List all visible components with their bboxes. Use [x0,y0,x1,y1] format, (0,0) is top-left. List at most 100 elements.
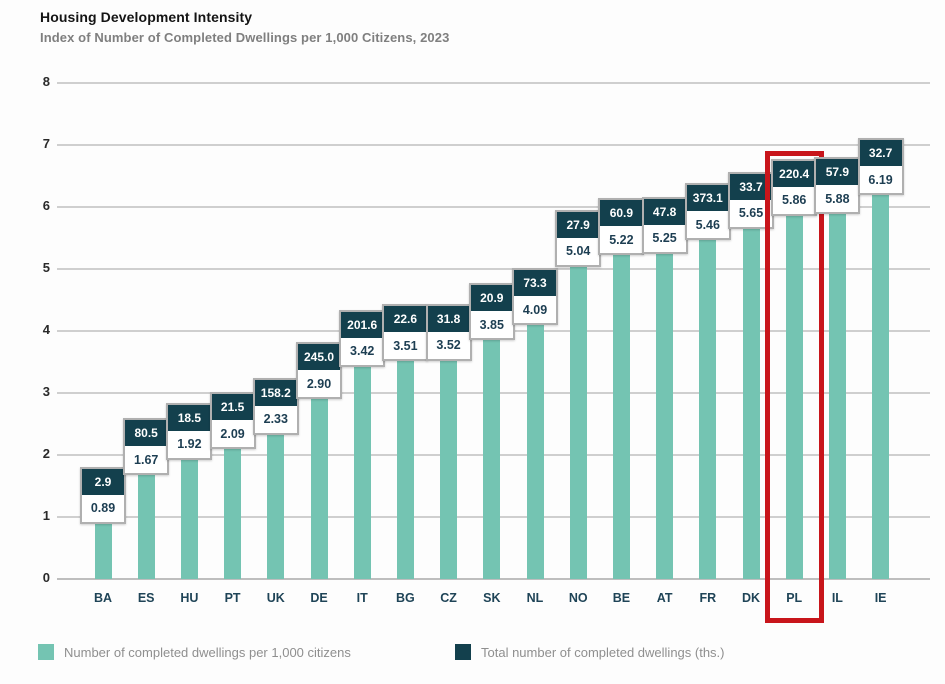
x-tick-label: BA [93,591,113,605]
total-dwellings-label: 18.5 [168,404,211,431]
y-tick-label: 3 [42,384,50,399]
bar-label-card: 245.0 2.90 [296,342,342,400]
per-1000-value-label: 5.88 [816,185,859,213]
x-tick-label: BE [612,591,631,605]
per-1000-value-label: 1.67 [125,446,168,474]
bar [569,266,587,579]
bar-label-card: 158.2 2.33 [252,377,299,435]
bar [180,459,198,579]
x-tick-label: PL [786,591,803,605]
legend: Number of completed dwellings per 1,000 … [0,644,945,670]
per-1000-value-label: 3.42 [341,337,384,365]
bar-label-card: 220.4 5.86 [771,158,818,216]
y-tick-label: 8 [42,74,50,89]
bar [440,360,458,579]
bar-label-card: 201.6 3.42 [339,309,386,367]
bar-label-card: 2.9 0.89 [80,466,126,524]
x-tick-label: IE [874,591,887,605]
bar [224,449,242,579]
legend-item-total-dwellings: Total number of completed dwellings (ths… [455,644,725,660]
x-tick-label: PT [224,591,241,605]
total-dwellings-label: 47.8 [643,198,686,225]
per-1000-value-label: 3.52 [427,331,470,359]
total-dwellings-label: 32.7 [859,140,902,167]
per-1000-value-label: 1.92 [168,430,211,458]
x-tick-label: DK [741,591,761,605]
total-dwellings-label: 201.6 [341,311,384,338]
total-dwellings-label: 73.3 [514,270,556,297]
bar-label-card: 57.9 5.88 [814,157,861,215]
gridline [57,578,930,580]
per-1000-value-label: 2.33 [254,405,297,433]
total-dwellings-label: 27.9 [557,211,600,238]
x-tick-label: DE [310,591,328,605]
legend-label-total: Total number of completed dwellings (ths… [481,644,725,660]
legend-label-per-1000: Number of completed dwellings per 1,000 … [64,644,351,660]
per-1000-value-label: 0.89 [82,494,124,522]
total-dwellings-label: 22.6 [384,306,427,333]
per-1000-value-label: 3.51 [384,332,427,360]
total-dwellings-label: 31.8 [427,305,470,332]
total-dwellings-label: 20.9 [470,285,513,312]
bar [526,325,544,579]
bar [137,475,155,579]
highlight-box [764,150,824,623]
x-tick-label: CZ [440,591,457,605]
bar-label-card: 21.5 2.09 [209,392,256,450]
x-tick-label: IT [356,591,368,605]
x-tick-label: HU [180,591,199,605]
per-1000-value-label: 2.90 [298,370,340,398]
bar-label-card: 22.6 3.51 [382,304,429,362]
y-tick-label: 2 [42,446,50,461]
total-dwellings-label: 245.0 [298,344,340,371]
total-dwellings-label: 2.9 [82,468,124,495]
bar [396,361,414,579]
bar [267,434,285,579]
per-1000-value-label: 2.09 [211,420,254,448]
per-1000-value-label: 3.85 [470,311,513,339]
y-tick-label: 5 [42,260,50,275]
bar [742,228,760,579]
total-dwellings-label: 80.5 [125,420,168,447]
y-tick-label: 0 [42,570,50,585]
bar-label-card: 73.3 4.09 [512,268,558,326]
bar [94,523,112,579]
gridline [57,206,930,208]
legend-swatch-total-icon [455,644,471,660]
x-tick-label: ES [137,591,155,605]
bar [785,215,803,579]
gridline [57,82,930,84]
legend-item-per-1000-citizens: Number of completed dwellings per 1,000 … [38,644,351,660]
bar-label-card: 47.8 5.25 [641,196,688,254]
chart-subtitle: Index of Number of Completed Dwellings p… [40,30,450,45]
bar-label-card: 31.8 3.52 [425,303,472,361]
bar-label-card: 373.1 5.46 [684,183,731,241]
x-tick-label: UK [266,591,285,605]
bar [353,366,371,579]
x-tick-label: BG [396,591,415,605]
bar [699,240,717,579]
bar-label-card: 20.9 3.85 [468,283,515,341]
per-1000-value-label: 5.25 [643,224,686,252]
total-dwellings-label: 373.1 [686,185,729,212]
x-tick-label: SK [483,591,501,605]
bar [310,399,328,579]
bar [872,195,890,579]
x-tick-label: NO [568,591,588,605]
bar [612,255,630,579]
y-tick-label: 6 [42,198,50,213]
total-dwellings-label: 158.2 [254,379,297,406]
total-dwellings-label: 57.9 [816,159,859,186]
legend-swatch-per-1000-icon [38,644,54,660]
per-1000-value-label: 4.09 [514,296,556,324]
per-1000-value-label: 5.04 [557,237,600,265]
per-1000-value-label: 5.46 [686,211,729,239]
gridline [57,268,930,270]
bar [483,340,501,579]
total-dwellings-label: 60.9 [600,200,643,227]
total-dwellings-label: 21.5 [211,394,254,421]
bar-label-card: 27.9 5.04 [555,209,602,267]
bar-label-card: 80.5 1.67 [123,418,170,476]
x-tick-label: IL [831,591,843,605]
